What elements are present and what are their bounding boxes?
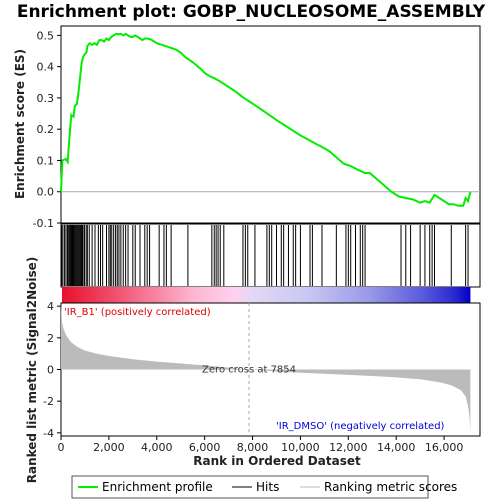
metric-axis: -4 -2 0 2 4 bbox=[43, 300, 61, 440]
metric-tick-label: 4 bbox=[47, 300, 54, 313]
x-tick-label: 6,000 bbox=[189, 441, 221, 454]
hits-marks bbox=[61, 225, 469, 286]
es-panel bbox=[60, 25, 481, 224]
ranking-metric-area bbox=[61, 303, 471, 432]
metric-tick-label: 0 bbox=[47, 364, 54, 377]
legend-metric-text: Ranking metric scores bbox=[324, 480, 457, 494]
es-tick-label: 0.4 bbox=[37, 61, 55, 74]
es-tick-label: 0.5 bbox=[37, 29, 55, 42]
es-axis: -0.1 0.0 0.1 0.2 0.3 0.4 0.5 bbox=[33, 29, 61, 230]
x-tick-label: 16,000 bbox=[425, 441, 464, 454]
metric-tick-label: 2 bbox=[47, 332, 54, 345]
x-axis-label: Rank in Ordered Dataset bbox=[193, 454, 361, 468]
hits-panel bbox=[60, 223, 481, 288]
es-tick-label: 0.1 bbox=[37, 154, 55, 167]
chart-title: Enrichment plot: GOBP_NUCLEOSOME_ASSEMBL… bbox=[17, 2, 486, 22]
x-tick-label: 0 bbox=[58, 441, 65, 454]
x-tick-label: 2,000 bbox=[93, 441, 125, 454]
metric-tick-label: -2 bbox=[43, 395, 54, 408]
enrichment-profile-line bbox=[60, 32, 472, 207]
positive-label: 'IR_B1' (positively correlated) bbox=[64, 307, 211, 318]
legend-profile-text: Enrichment profile bbox=[102, 480, 213, 494]
metric-tick-label: -4 bbox=[43, 427, 54, 440]
x-tick-label: 8,000 bbox=[237, 441, 269, 454]
rank-color-bar bbox=[62, 287, 471, 303]
x-axis: 0 2,000 4,000 6,000 8,000 10,000 12,000 14,000 1… bbox=[58, 436, 464, 454]
es-tick-label: -0.1 bbox=[33, 217, 54, 230]
x-tick-label: 10,000 bbox=[281, 441, 320, 454]
legend-hits-text: Hits bbox=[256, 480, 279, 494]
x-tick-label: 14,000 bbox=[377, 441, 416, 454]
x-tick-label: 12,000 bbox=[329, 441, 368, 454]
zero-cross-label: Zero cross at 7854 bbox=[202, 365, 296, 376]
es-tick-label: 0.0 bbox=[37, 186, 55, 199]
es-axis-label: Enrichment score (ES) bbox=[13, 49, 27, 199]
metric-axis-label: Ranked list metric (Signal2Noise) bbox=[25, 257, 39, 484]
negative-label: 'IR_DMSO' (negatively correlated) bbox=[276, 421, 445, 432]
x-tick-label: 4,000 bbox=[141, 441, 173, 454]
es-tick-label: 0.2 bbox=[37, 123, 55, 136]
es-tick-label: 0.3 bbox=[37, 92, 55, 105]
